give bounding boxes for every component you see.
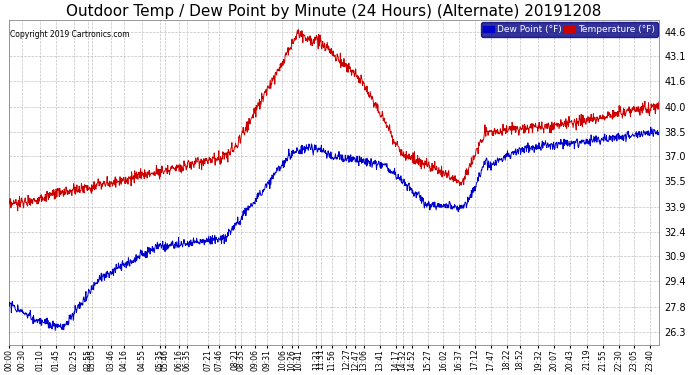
Title: Outdoor Temp / Dew Point by Minute (24 Hours) (Alternate) 20191208: Outdoor Temp / Dew Point by Minute (24 H…	[66, 4, 602, 19]
Legend: Dew Point (°F), Temperature (°F): Dew Point (°F), Temperature (°F)	[481, 22, 658, 36]
Text: Copyright 2019 Cartronics.com: Copyright 2019 Cartronics.com	[10, 30, 130, 39]
